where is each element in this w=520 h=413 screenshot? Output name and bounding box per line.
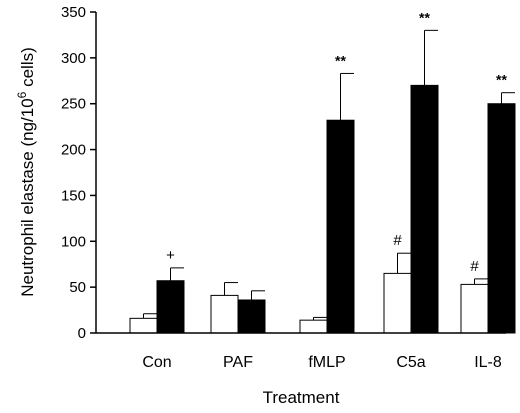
x-axis-categories: Con PAF fMLP C5a IL-8 <box>142 354 502 371</box>
y-axis-title-main: Neutrophil elastase (ng/10 <box>18 98 37 296</box>
bar-paf-series-1 <box>210 294 239 334</box>
x-tick-label-con: Con <box>142 354 171 371</box>
bar-fmlp-series-2 <box>326 119 355 334</box>
annotation-3: ** <box>419 9 430 25</box>
bar-c5a-series-1 <box>383 272 412 334</box>
x-tick-label-paf: PAF <box>223 354 253 371</box>
y-tick-label-100: 100 <box>61 233 86 250</box>
y-tick-label-150: 150 <box>61 187 86 204</box>
annotation-4: # <box>470 258 479 275</box>
bar-paf-series-2 <box>237 299 266 334</box>
bar-c5a-series-2 <box>410 84 439 334</box>
bar-fmlp-series-1 <box>299 319 328 334</box>
error-bars <box>143 29 515 321</box>
y-tick-label-50: 50 <box>69 279 86 296</box>
y-tick-label-250: 250 <box>61 96 86 113</box>
annotation-5: ** <box>496 72 507 88</box>
annotation-2: # <box>393 232 402 249</box>
bar-con-series-2 <box>156 280 185 334</box>
y-axis-title-tail: cells) <box>18 47 37 91</box>
bar-con-series-1 <box>129 317 158 334</box>
y-tick-label-300: 300 <box>61 50 86 67</box>
x-tick-label-fmlp: fMLP <box>308 354 345 371</box>
bars <box>129 84 516 334</box>
y-tick-label-0: 0 <box>78 325 86 342</box>
x-tick-label-c5a: C5a <box>396 354 425 371</box>
bar-il8-series-2 <box>487 103 516 334</box>
y-tick-label-200: 200 <box>61 142 86 159</box>
significance-annotations: + ** # ** # ** <box>166 9 507 275</box>
y-axis-title-superscript: 6 <box>15 91 29 98</box>
y-axis-ticks: 0 50 100 150 200 250 300 350 <box>61 4 96 342</box>
bar-il8-series-1 <box>460 283 489 334</box>
annotation-0: + <box>166 247 175 264</box>
x-tick-label-il8: IL-8 <box>474 354 502 371</box>
x-axis-title: Treatment <box>263 388 340 407</box>
y-tick-label-350: 350 <box>61 4 86 21</box>
y-axis-title: Neutrophil elastase (ng/106 cells) <box>15 47 37 297</box>
annotation-1: ** <box>335 52 346 68</box>
